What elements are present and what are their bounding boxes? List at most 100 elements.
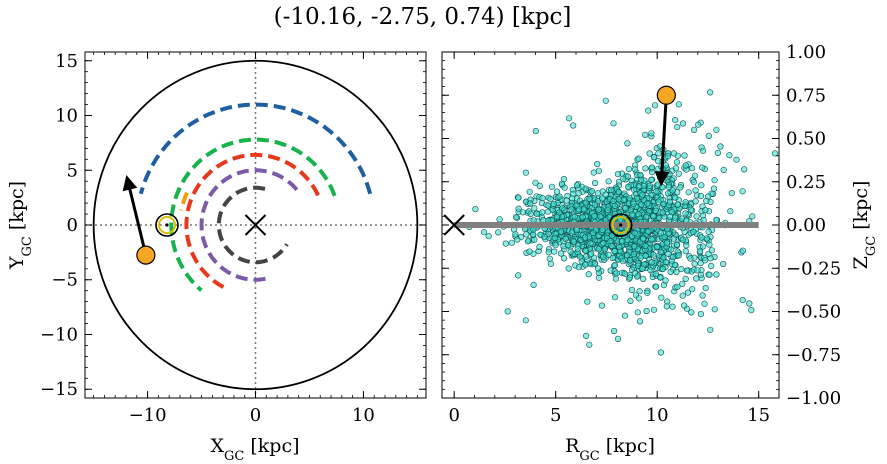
xy-arm-1 [169, 137, 337, 292]
rz-scatter-point [619, 258, 627, 265]
rz-scatter-point [523, 231, 530, 238]
rz-ytick-label: 0.25 [786, 172, 826, 193]
rz-scatter-point [582, 253, 590, 260]
rz-scatter-point [568, 229, 575, 236]
rz-scatter-point [594, 265, 602, 272]
rz-scatter-point [710, 185, 718, 192]
rz-scatter-point [675, 170, 682, 177]
rz-scatter-point [706, 89, 714, 96]
rz-scatter-point [642, 165, 649, 172]
rz-scatter-point [561, 184, 568, 191]
rz-scatter-point [673, 268, 680, 276]
rz-scatter-point [697, 193, 705, 200]
rz-scatter-point [693, 213, 700, 220]
rz-scatter-point [598, 302, 606, 309]
rz-scatter-point [526, 248, 533, 255]
rz-scatter-point [607, 238, 614, 245]
rz-scatter-point [646, 182, 653, 189]
xy-ytick-label: 5 [67, 160, 78, 181]
rz-scatter-point [480, 229, 488, 236]
rz-scatter-point [582, 199, 589, 206]
rz-scatter-point [536, 182, 543, 189]
rz-scatter-point [636, 318, 644, 325]
rz-scatter-point [608, 186, 615, 194]
rz-scatter-point [662, 258, 670, 266]
rz-scatter-point [702, 285, 709, 292]
rz-scatter-point [508, 239, 515, 246]
rz-scatter-point [638, 201, 645, 208]
rz-center-marker [443, 214, 465, 236]
rz-ytick-label: 0.50 [786, 129, 826, 150]
rz-scatter-point [634, 262, 642, 269]
rz-scatter-point [610, 120, 617, 127]
rz-scatter-point [771, 150, 779, 157]
rz-scatter-point [677, 184, 684, 191]
rz-scatter-point [575, 190, 582, 197]
rz-scatter-point [650, 251, 657, 258]
rz-scatter-point [589, 229, 597, 237]
rz-scatter-point [552, 242, 559, 249]
rz-scatter-point [582, 247, 589, 254]
rz-scatter-point [560, 176, 568, 183]
rz-scatter-point [531, 236, 538, 243]
rz-scatter-point [688, 165, 696, 172]
rz-scatter-point [627, 297, 634, 305]
rz-scatter-point [637, 171, 644, 179]
rz-scatter-point [550, 200, 557, 207]
rz-scatter-point [614, 335, 622, 343]
rz-scatter-point [672, 194, 679, 201]
rz-scatter-point [657, 248, 665, 255]
xy-arm-4 [199, 168, 299, 282]
rz-scatter-point [556, 193, 563, 200]
rz-scatter-point [559, 205, 566, 212]
rz-scatter-point [642, 131, 649, 138]
rz-scatter-point [584, 298, 591, 305]
rz-scatter-point [591, 260, 599, 268]
rz-scatter-point [519, 209, 526, 216]
rz-ytick-label: 0.00 [786, 215, 826, 236]
rz-scatter-point [694, 267, 701, 274]
rz-scatter-point [557, 228, 565, 235]
rz-scatter-point [650, 213, 657, 220]
rz-scatter-point [615, 188, 622, 196]
rz-scatter-point [571, 213, 578, 220]
rz-scatter-point [690, 179, 697, 186]
rz-scatter-point [666, 198, 674, 205]
rz-scatter-point [565, 265, 572, 272]
rz-scatter-point [708, 262, 715, 270]
xy-ytick-label: 15 [55, 51, 78, 72]
rz-scatter-point [586, 195, 593, 202]
rz-scatter-point [679, 292, 686, 299]
rz-scatter-point [647, 267, 654, 274]
rz-scatter-point [624, 252, 631, 259]
rz-scatter-point [553, 214, 561, 221]
rz-scatter-point [605, 251, 612, 258]
rz-scatter-point [720, 166, 727, 173]
rz-scatter-point [672, 165, 680, 172]
rz-scatter-point [690, 228, 697, 235]
rz-scatter-point [531, 205, 538, 212]
rz-scatter-point [702, 207, 709, 214]
rz-scatter-point [512, 231, 519, 238]
rz-scatter-point [707, 326, 714, 333]
rz-scatter-point [642, 252, 649, 260]
rz-scatter-point [697, 311, 705, 318]
rz-scatter-point [595, 167, 603, 174]
rz-scatter-point [714, 149, 722, 156]
rz-scatter-point [661, 233, 668, 240]
rz-scatter-point [659, 265, 667, 273]
rz-scatter-point [852, 102, 858, 108]
rz-scatter-point [648, 259, 655, 266]
xy-xtick-label: 0 [250, 405, 261, 426]
rz-scatter-point [631, 230, 638, 237]
rz-scatter-point [621, 312, 629, 319]
rz-scatter-point [622, 205, 629, 212]
rz-scatter-point [601, 246, 608, 253]
rz-xtick-label: 15 [747, 405, 770, 426]
rz-scatter-point [670, 235, 677, 242]
rz-scatter-point [512, 214, 520, 221]
rz-scatter-point [699, 164, 706, 171]
rz-scatter-point [662, 162, 670, 169]
rz-ytick-label: 0.75 [786, 85, 826, 106]
rz-scatter-point [652, 270, 659, 278]
